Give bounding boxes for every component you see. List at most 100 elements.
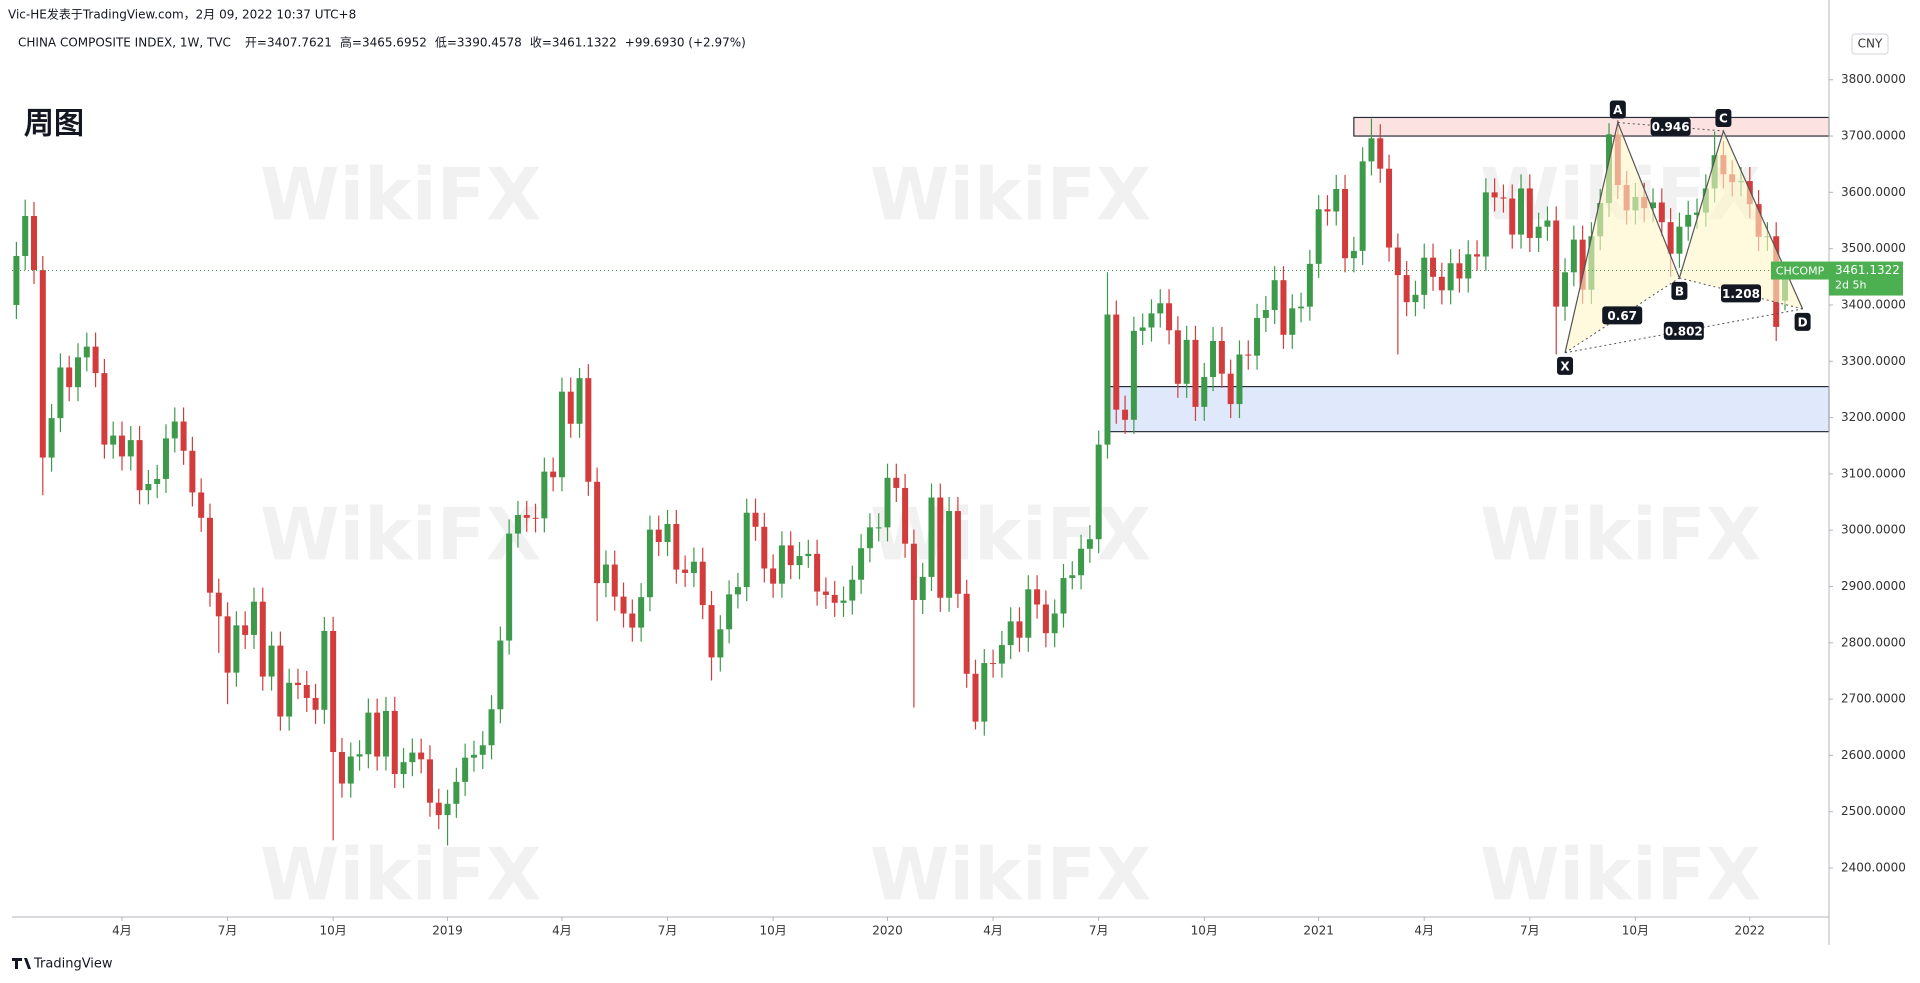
- y-tick-label: 2700.0000: [1841, 692, 1906, 706]
- candle-body: [1104, 314, 1111, 445]
- candle-body: [1280, 280, 1287, 335]
- candle-body: [1465, 254, 1472, 279]
- candle-body: [761, 526, 768, 569]
- candle-body: [1262, 310, 1269, 318]
- candle-body: [198, 492, 205, 518]
- candle-body: [708, 605, 715, 658]
- candle-body: [1095, 444, 1102, 540]
- y-tick-label: 3300.0000: [1841, 354, 1906, 368]
- candle-body: [435, 802, 442, 816]
- candle-body: [1306, 263, 1313, 307]
- candle-body: [224, 616, 231, 673]
- candle-body: [682, 569, 689, 573]
- candle-body: [1421, 257, 1428, 295]
- candle-body: [910, 543, 917, 600]
- x-tick-label: 4月: [112, 924, 132, 938]
- candle-body: [814, 553, 821, 592]
- candle-body: [1174, 330, 1181, 384]
- candle-body: [849, 579, 856, 601]
- y-tick-label: 3600.0000: [1841, 185, 1906, 199]
- candle-body: [470, 754, 477, 758]
- candle-body: [690, 561, 697, 573]
- candle-body: [233, 625, 240, 673]
- candle-body: [831, 594, 838, 603]
- candle-body: [1526, 188, 1533, 238]
- candle-body: [171, 421, 178, 439]
- candle-body: [514, 514, 521, 534]
- candle-body: [259, 601, 266, 677]
- watermark: WikiFX: [260, 833, 541, 917]
- candle-body: [1113, 314, 1120, 410]
- candle-body: [294, 682, 301, 686]
- x-tick-label: 4月: [552, 924, 572, 938]
- candle-body: [1007, 621, 1014, 646]
- candle-body: [990, 663, 997, 665]
- x-tick-label: 10月: [1622, 924, 1649, 938]
- ratio-box: [1721, 284, 1762, 303]
- candle-body: [101, 373, 108, 445]
- candle-body: [1474, 254, 1481, 257]
- candle-body: [752, 512, 759, 527]
- candle-body: [250, 601, 257, 635]
- candle-body: [391, 710, 398, 774]
- candle-body: [1183, 339, 1190, 384]
- candle-body: [1535, 226, 1542, 238]
- ratio-label: 0.67: [1607, 309, 1637, 323]
- symbol: CHINA COMPOSITE INDEX, 1W, TVC: [18, 36, 231, 50]
- candle-body: [1271, 280, 1278, 311]
- candle-body: [1518, 188, 1525, 235]
- candle-body: [110, 435, 117, 445]
- candle-body: [92, 346, 99, 374]
- x-tick-label: 10月: [320, 924, 347, 938]
- candle-body: [1403, 275, 1410, 303]
- candle-body: [576, 378, 583, 424]
- candle-body: [13, 255, 20, 305]
- candle-body: [1078, 548, 1085, 576]
- candle-body: [594, 481, 601, 584]
- candle-body: [1025, 589, 1032, 638]
- y-tick-label: 3800.0000: [1841, 72, 1906, 86]
- candle-body: [382, 710, 389, 757]
- x-tick-label: 2022: [1735, 924, 1766, 938]
- candle-body: [699, 561, 706, 606]
- candle-body: [1658, 202, 1665, 223]
- candle-body: [277, 645, 284, 717]
- zone: [1353, 116, 1830, 137]
- candle-body: [946, 511, 953, 598]
- candle-body: [418, 752, 425, 760]
- watermark: WikiFX: [1480, 833, 1761, 917]
- candle-body: [919, 576, 926, 600]
- candle-body: [488, 709, 495, 746]
- candle-body: [1324, 209, 1331, 212]
- point-label: X: [1560, 359, 1570, 373]
- candle-body: [356, 754, 363, 757]
- last-price: 3461.1322: [1835, 263, 1900, 277]
- candle-body: [787, 545, 794, 566]
- currency-box[interactable]: [1851, 33, 1889, 55]
- candle-body: [1377, 138, 1384, 169]
- candle-body: [400, 762, 407, 774]
- candle-body: [321, 630, 328, 710]
- x-tick-label: 7月: [658, 924, 678, 938]
- candle-body: [1509, 198, 1516, 235]
- candle-body: [409, 752, 416, 763]
- point-label: A: [1613, 103, 1623, 117]
- candle-body: [118, 435, 125, 457]
- candle-body: [902, 487, 909, 544]
- y-tick-label: 3700.0000: [1841, 129, 1906, 143]
- legend-value: 开=: [245, 36, 267, 50]
- candle-body: [796, 556, 803, 566]
- candle-body: [1342, 188, 1349, 259]
- y-tick-label: 2500.0000: [1841, 804, 1906, 818]
- candle-body: [127, 440, 134, 457]
- y-tick-label: 3200.0000: [1841, 410, 1906, 424]
- ticker: CHCOMP: [1776, 265, 1825, 278]
- candle-body: [136, 440, 143, 491]
- candle-body: [365, 712, 372, 755]
- candle-body: [963, 593, 970, 674]
- candle-body: [822, 591, 829, 595]
- candle-body: [1685, 214, 1692, 227]
- point-label: C: [1719, 111, 1728, 125]
